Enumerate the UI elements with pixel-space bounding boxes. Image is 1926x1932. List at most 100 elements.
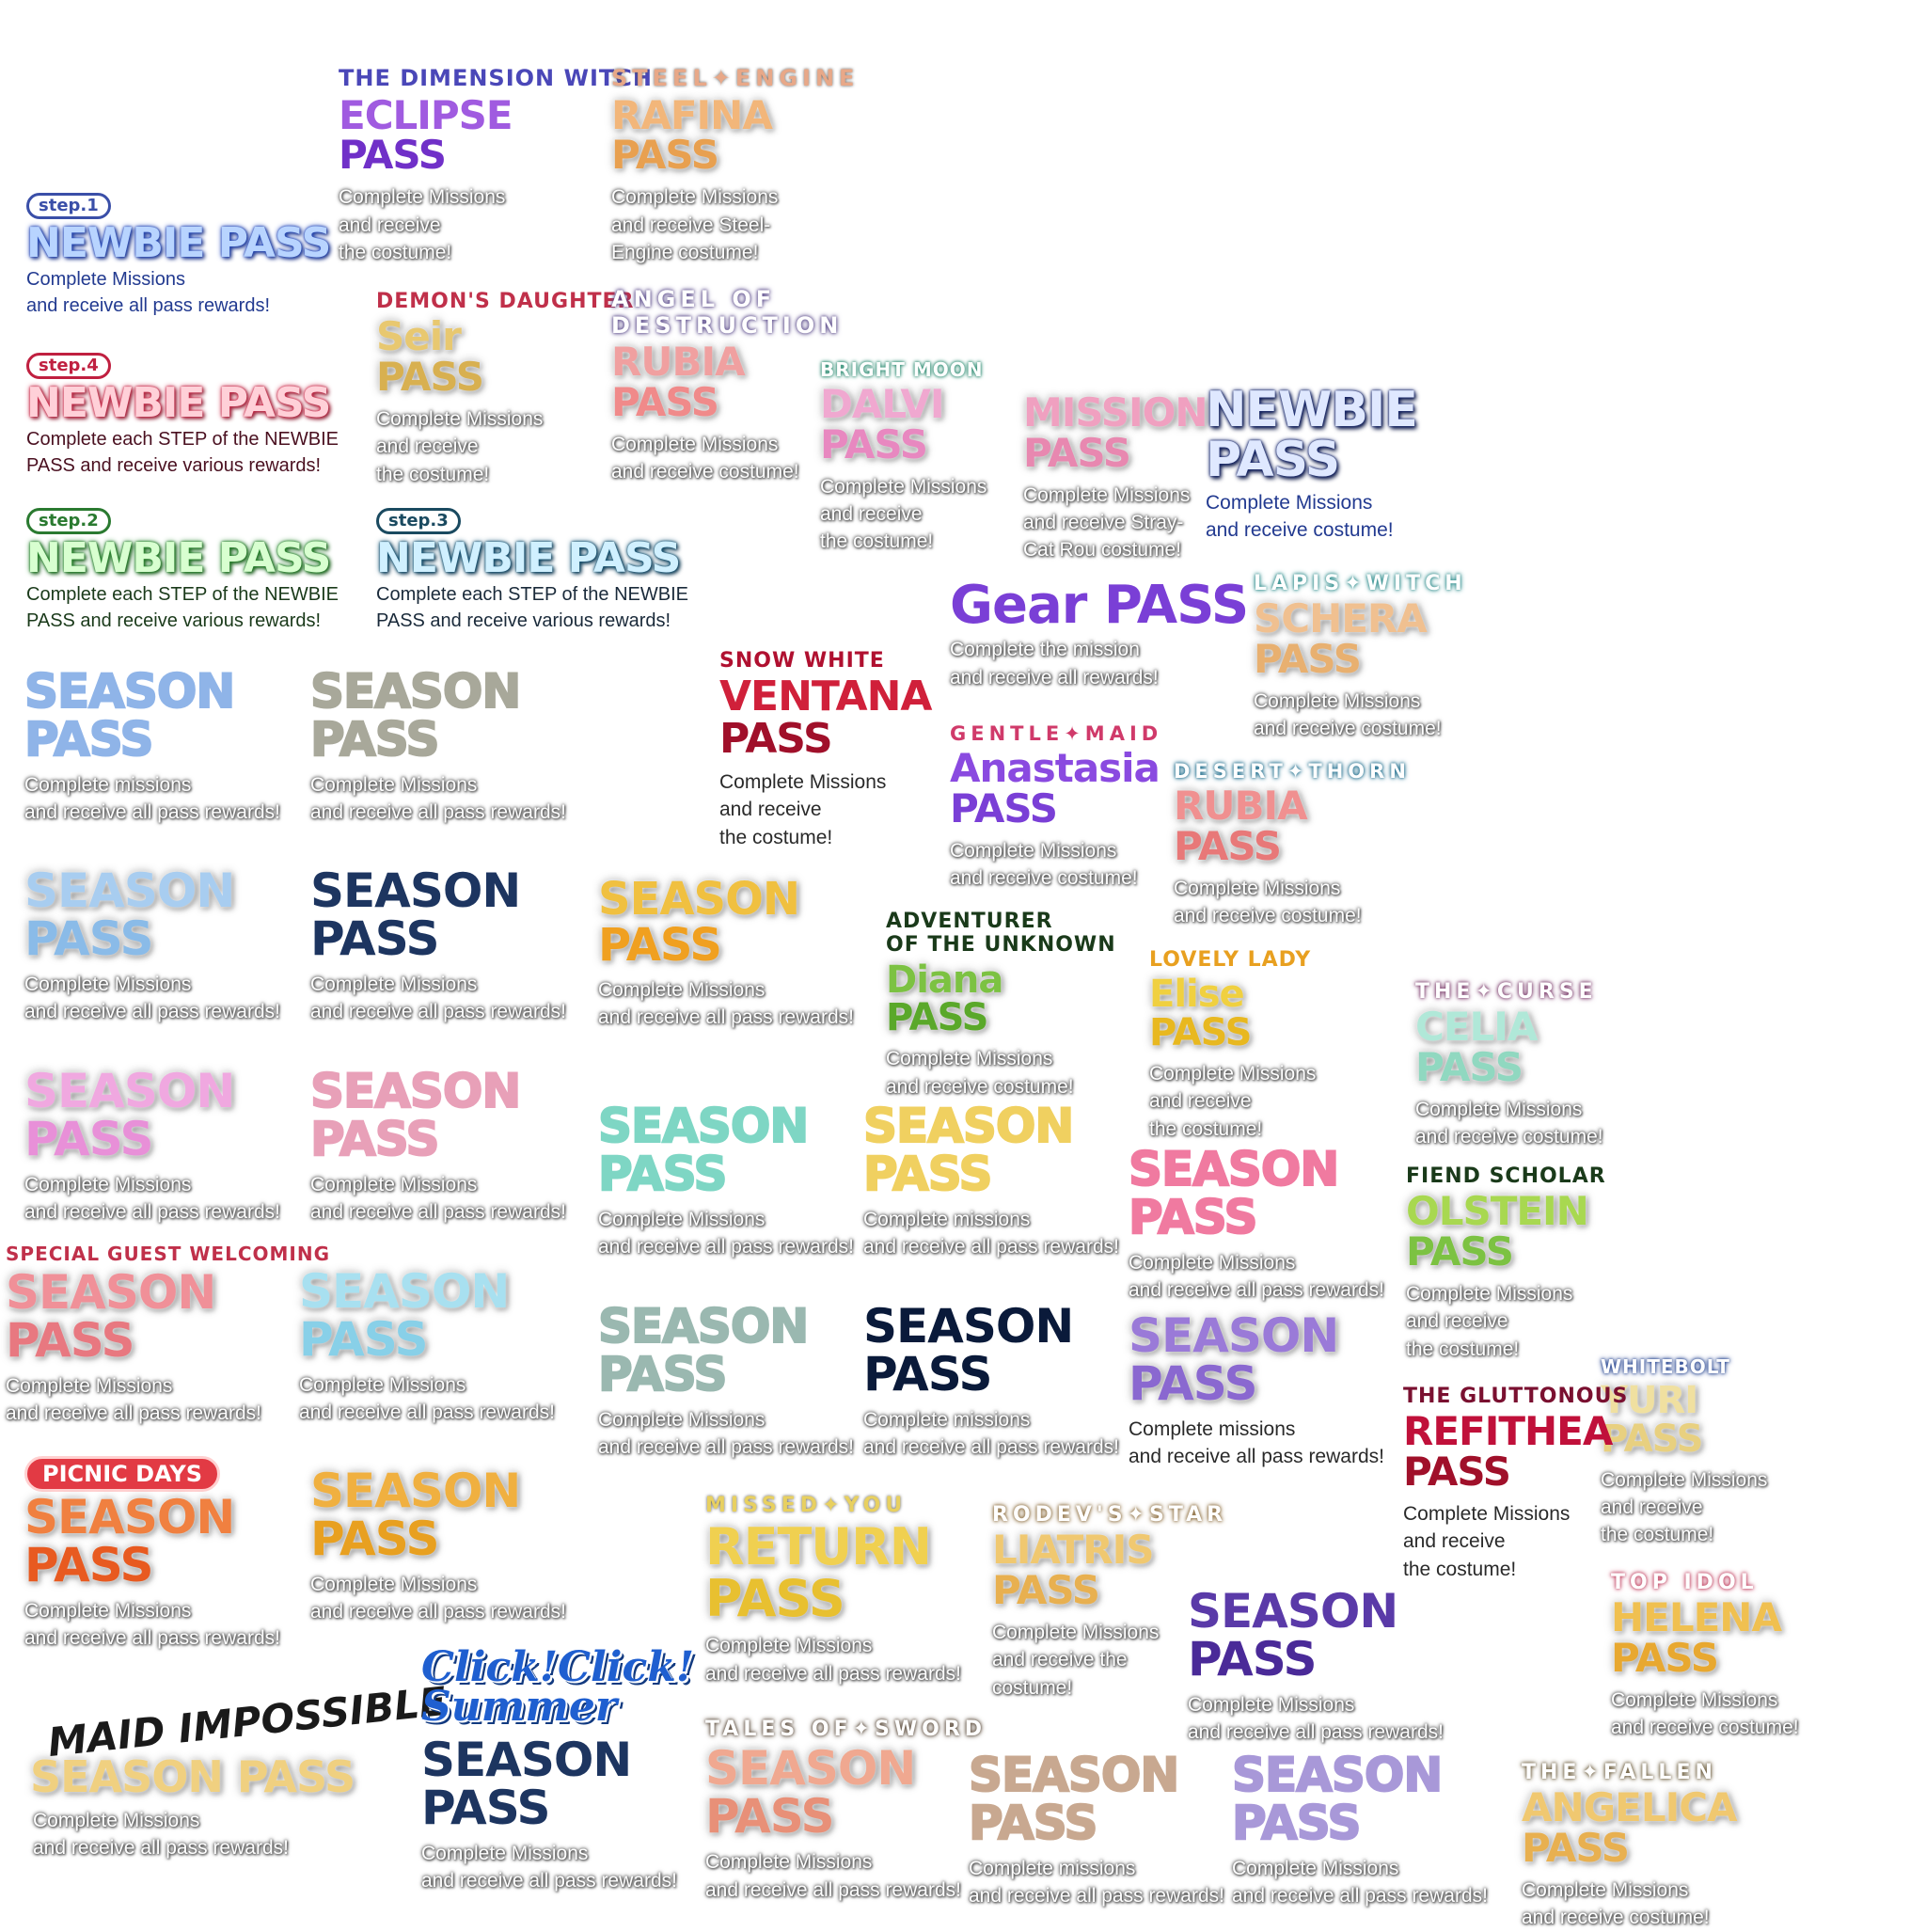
- pass-banner-newbie-step3[interactable]: step.3 NEWBIE PASS Complete each STEP of…: [376, 508, 688, 634]
- pass-banner-season-7[interactable]: SEASON PASS Complete Missions and receiv…: [309, 1064, 566, 1227]
- pass-banner-season-special-guest[interactable]: SPECIAL GUEST WELCOMING SEASON PASS Comp…: [6, 1243, 330, 1428]
- banner-title: REFITHEA: [1403, 1408, 1613, 1455]
- pass-banner-season-1[interactable]: SEASON PASS Complete missions and receiv…: [24, 664, 280, 827]
- pass-banner-season-17[interactable]: SEASON PASS Complete Missions and receiv…: [1188, 1588, 1444, 1747]
- pass-banner-season-15[interactable]: SEASON PASS Complete missions and receiv…: [1129, 1312, 1384, 1471]
- pass-banner-season-10[interactable]: SEASON PASS Complete Missions and receiv…: [1128, 1145, 1384, 1305]
- banner-title: NEWBIE PASS: [26, 219, 331, 267]
- banner-description: Complete Missions and receive all pass r…: [421, 1842, 677, 1892]
- pass-banner-newbie-large[interactable]: NEWBIE PASS Complete Missions and receiv…: [1206, 385, 1418, 545]
- banner-title: DALVI: [820, 381, 944, 427]
- pass-banner-season-4[interactable]: SEASON PASS Complete Missions and receiv…: [310, 867, 566, 1026]
- banner-title: SEASON: [310, 863, 521, 918]
- banner-description: Complete Missions and receive the costum…: [719, 771, 887, 848]
- banner-description: Complete Missions and receive Stray- Cat…: [1023, 483, 1191, 562]
- pass-banner-tales-of-sword[interactable]: TALES OF✦SWORD SEASON PASS Complete Miss…: [705, 1718, 987, 1904]
- banner-subtitle: MISSED✦YOU: [705, 1494, 908, 1517]
- banner-description: Complete Missions and receive the costum…: [1403, 1502, 1571, 1580]
- pass-banner-elise[interactable]: LOVELY LADY Elise PASS Complete Missions…: [1149, 948, 1316, 1143]
- pass-banner-liatris[interactable]: RODEV'S✦STAR LIATRIS PASS Complete Missi…: [992, 1503, 1227, 1702]
- banner-title-pass: PASS: [1128, 1190, 1259, 1244]
- pass-banner-eclipse[interactable]: THE DIMENSION WITCH ECLIPSE PASS Complet…: [339, 65, 653, 266]
- banner-description: Complete Missions and receive Steel- Eng…: [611, 186, 779, 264]
- pass-banner-anastasia[interactable]: GENTLE✦MAID Anastasia PASS Complete Miss…: [950, 722, 1162, 893]
- banner-title-pass: PASS: [421, 1780, 551, 1835]
- pass-banner-click-click-summer[interactable]: Click!Click! Summer SEASON PASS Complete…: [421, 1647, 694, 1894]
- pass-banner-season-9[interactable]: SEASON PASS Complete missions and receiv…: [862, 1101, 1119, 1261]
- pass-banner-season-13[interactable]: SEASON PASS Complete Missions and receiv…: [597, 1302, 854, 1462]
- pass-banner-season-16[interactable]: SEASON PASS Complete Missions and receiv…: [310, 1467, 566, 1626]
- pass-banner-season-19[interactable]: SEASON PASS Complete Missions and receiv…: [1231, 1750, 1488, 1910]
- banner-description: Complete Missions and receive all pass r…: [24, 1600, 280, 1650]
- pass-banner-season-18[interactable]: SEASON PASS Complete missions and receiv…: [968, 1748, 1224, 1910]
- banner-description: Complete Missions and receive all pass r…: [598, 1209, 854, 1259]
- banner-title: SEASON: [968, 1748, 1180, 1802]
- banner-subtitle: BRIGHT MOON: [820, 358, 984, 381]
- banner-title: Gear PASS: [950, 575, 1249, 636]
- banner-description: Complete each STEP of the NEWBIE PASS an…: [26, 584, 339, 631]
- pass-banner-season-12[interactable]: SEASON PASS Complete Missions and receiv…: [299, 1268, 555, 1427]
- pass-banner-newbie-step4[interactable]: step.4 NEWBIE PASS Complete each STEP of…: [26, 353, 339, 479]
- banner-description: Complete Missions and receive costume!: [611, 433, 799, 483]
- banner-title: SEASON: [1129, 1308, 1339, 1363]
- pass-banner-helena[interactable]: TOP IDOL HELENA PASS Complete Missions a…: [1611, 1571, 1799, 1742]
- pass-banner-gear[interactable]: Gear PASS Complete the mission and recei…: [950, 575, 1249, 691]
- banner-title-pass: PASS: [968, 1796, 1099, 1850]
- banner-description: Complete Missions and receive all pass r…: [310, 1174, 566, 1224]
- pass-banner-diana[interactable]: ADVENTURER OF THE UNKNOWN Diana PASS Com…: [886, 910, 1116, 1101]
- pass-banner-angelica[interactable]: THE✦FALLEN ANGELICA PASS Complete Missio…: [1522, 1761, 1738, 1932]
- banner-title-pass: PASS: [24, 1538, 154, 1592]
- banner-title-pass: PASS: [1403, 1449, 1511, 1496]
- pass-banner-newbie-step2[interactable]: step.2 NEWBIE PASS Complete each STEP of…: [26, 508, 339, 634]
- pass-banner-seir[interactable]: DEMON'S DAUGHTER Seir PASS Complete Miss…: [376, 290, 634, 488]
- banner-description: Complete missions and receive all pass r…: [969, 1858, 1224, 1908]
- banner-title: SEASON: [309, 664, 522, 719]
- pass-banner-season-5[interactable]: SEASON PASS Complete Missions and receiv…: [598, 877, 854, 1032]
- banner-subtitle: THE GLUTTONOUS: [1403, 1385, 1629, 1408]
- banner-title: SCHERA: [1254, 595, 1428, 642]
- pass-banner-schera[interactable]: LAPIS✦WITCH SCHERA PASS Complete Mission…: [1254, 572, 1467, 743]
- banner-description: Complete Missions and receive all pass r…: [310, 1574, 566, 1623]
- banner-title: SEASON: [24, 664, 236, 719]
- banner-description: Complete Missions and receive all pass r…: [705, 1635, 961, 1685]
- banner-description: Complete each STEP of the NEWBIE PASS an…: [376, 584, 689, 631]
- step-badge: step.3: [376, 508, 461, 534]
- pass-banner-mission[interactable]: MISSION PASS Complete Missions and recei…: [1023, 389, 1208, 564]
- pass-banner-rafina[interactable]: STEEL✦ENGINE RAFINA PASS Complete Missio…: [611, 65, 859, 266]
- pass-banner-season-2[interactable]: SEASON PASS Complete Missions and receiv…: [309, 664, 566, 827]
- pass-banner-dalvi[interactable]: BRIGHT MOON DALVI PASS Complete Missions…: [820, 359, 987, 556]
- pass-banner-rubia-angel[interactable]: ANGEL OF DESTRUCTION RUBIA PASS Complete…: [611, 286, 844, 486]
- banner-title: SEASON: [421, 1732, 632, 1787]
- pass-banner-celia[interactable]: THE✦CURSE CELIA PASS Complete Missions a…: [1415, 980, 1603, 1151]
- banner-description: Complete Missions and receive costume!: [1522, 1878, 1710, 1929]
- pass-banner-season-3[interactable]: SEASON PASS Complete Missions and receiv…: [24, 867, 280, 1026]
- banner-title: Anastasia: [950, 745, 1160, 792]
- banner-description: Complete Missions and receive all pass r…: [299, 1374, 555, 1424]
- pass-banner-olstein[interactable]: FIEND SCHOLAR OLSTEIN PASS Complete Miss…: [1406, 1164, 1606, 1363]
- pass-banner-season-8[interactable]: SEASON PASS Complete Missions and receiv…: [597, 1101, 854, 1261]
- pass-banner-return[interactable]: MISSED✦YOU RETURN PASS Complete Missions…: [705, 1494, 961, 1687]
- banner-title: YURI: [1601, 1379, 1698, 1422]
- pass-banner-rubia-desert[interactable]: DESERT✦THORN RUBIA PASS Complete Mission…: [1174, 760, 1411, 930]
- pass-banner-season-14[interactable]: SEASON PASS Complete missions and receiv…: [863, 1303, 1119, 1462]
- pass-banner-ventana[interactable]: SNOW WHITE VENTANA PASS Complete Mission…: [719, 649, 932, 851]
- pass-banner-refithea[interactable]: THE GLUTTONOUS REFITHEA PASS Complete Mi…: [1403, 1385, 1628, 1583]
- pass-banner-maid-impossible[interactable]: MAID IMPOSSIBLE SEASON PASS Complete Mis…: [9, 1678, 449, 1862]
- banner-subtitle: ADVENTURER OF THE UNKNOWN: [886, 910, 1116, 958]
- banner-title-pass: PASS: [310, 911, 440, 966]
- pass-banner-newbie-step1[interactable]: step.1 NEWBIE PASS Complete Missions and…: [26, 193, 331, 319]
- banner-description: Complete Missions and receive all pass r…: [24, 1174, 280, 1224]
- pass-banner-picnic-days[interactable]: PICNIC DAYS SEASON PASS Complete Mission…: [24, 1456, 280, 1653]
- pass-banner-yuri[interactable]: WHITEBOLT YURI PASS Complete Missions an…: [1601, 1356, 1767, 1549]
- banner-subtitle: ANGEL OF DESTRUCTION: [611, 286, 844, 339]
- banner-description: Complete missions and receive all pass r…: [863, 1209, 1119, 1259]
- banner-description: Complete Missions and receive the costum…: [820, 475, 987, 553]
- banner-title: SEASON: [310, 1464, 521, 1518]
- banner-title: SEASON: [309, 1064, 522, 1118]
- banner-title-pass: PASS: [705, 1789, 835, 1845]
- banner-title: SEASON: [1188, 1584, 1398, 1639]
- banner-title-pass: PASS: [1206, 432, 1340, 489]
- banner-description: Complete Missions and receive all pass r…: [598, 1409, 854, 1459]
- pass-banner-season-6[interactable]: SEASON PASS Complete Missions and receiv…: [24, 1068, 280, 1227]
- banner-title: MISSION: [1023, 389, 1208, 435]
